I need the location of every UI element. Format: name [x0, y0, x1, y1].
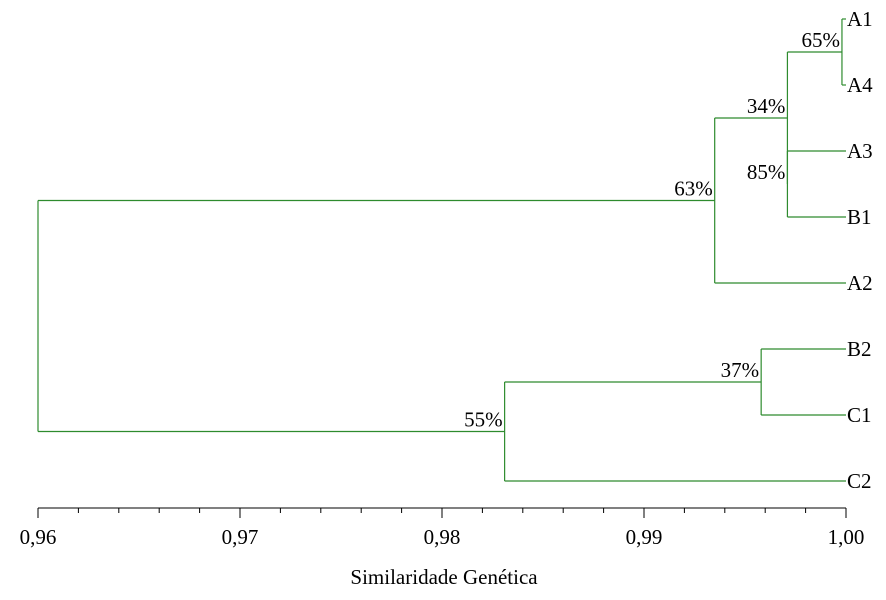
x-tick-label: 0,97 [222, 525, 259, 549]
support-label-n3: 34% [747, 94, 786, 118]
support-label-n2: 85% [747, 160, 786, 184]
leaf-label-a3: A3 [847, 139, 873, 163]
leaf-label-c2: C2 [847, 469, 872, 493]
node-support-labels: 65% 85% 34% 63% 37% 55% [464, 28, 840, 432]
x-axis-title: Similaridade Genética [350, 565, 538, 589]
dendrogram-branches [37, 18, 846, 482]
support-label-n6: 55% [464, 408, 503, 432]
x-tick-label: 0,98 [424, 525, 461, 549]
support-label-n1: 65% [801, 28, 840, 52]
leaf-labels: A1 A4 A3 B1 A2 B2 C1 C2 [847, 7, 873, 493]
leaf-label-b1: B1 [847, 205, 872, 229]
x-tick-label: 0,99 [626, 525, 663, 549]
leaf-label-a1: A1 [847, 7, 873, 31]
support-label-n4: 63% [674, 177, 713, 201]
leaf-label-a4: A4 [847, 73, 873, 97]
x-tick-label: 0,96 [20, 525, 57, 549]
leaf-label-a2: A2 [847, 271, 873, 295]
x-tick-label: 1,00 [828, 525, 865, 549]
leaf-label-b2: B2 [847, 337, 872, 361]
leaf-label-c1: C1 [847, 403, 872, 427]
support-label-n5: 37% [721, 358, 760, 382]
x-axis: 0,96 0,97 0,98 0,99 1,00 [20, 507, 865, 549]
